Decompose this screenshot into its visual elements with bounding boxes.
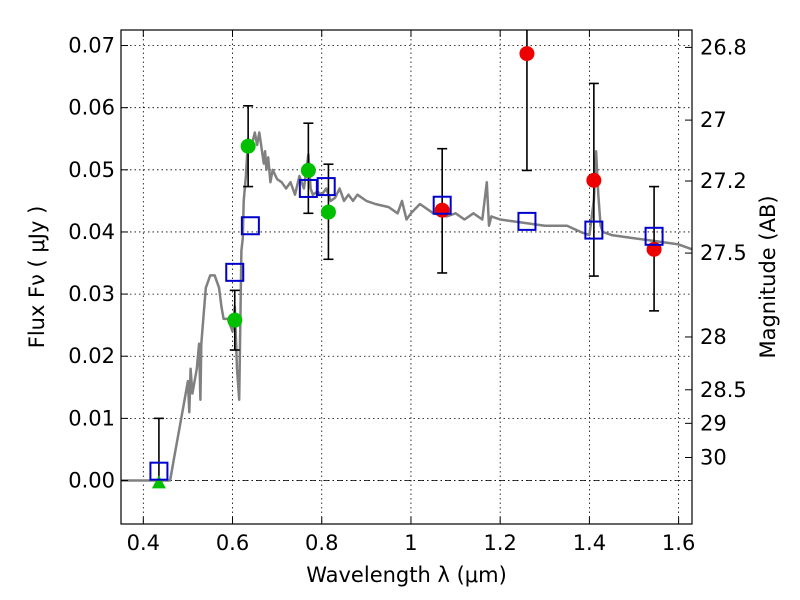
x-tick-label: 1.4	[573, 531, 606, 555]
model-sed-line	[121, 131, 693, 482]
y2-tick-label: 30	[700, 446, 727, 470]
y-tick-label: 0.04	[68, 220, 115, 244]
optical-data-point	[300, 162, 316, 178]
model-layer	[121, 131, 693, 482]
y-tick-label: 0.01	[68, 406, 115, 430]
x-tick-label: 1.6	[662, 531, 695, 555]
x-tick-label: 1.2	[483, 531, 516, 555]
model-photometry-square	[584, 220, 604, 240]
optical-data-point	[240, 138, 256, 154]
y-tick-label: 0.05	[68, 158, 115, 182]
optical-data-point	[227, 312, 243, 328]
points-layer	[149, 30, 664, 489]
plot-frame	[120, 29, 693, 525]
y2-tick-label: 26.8	[700, 35, 747, 59]
nir-data-point	[519, 46, 535, 62]
model-photometry-square	[432, 195, 452, 215]
optical-data-point	[320, 204, 336, 220]
y-axis-label: Flux Fν ( μJy )	[25, 206, 49, 349]
y-tick-label: 0.00	[68, 469, 115, 493]
upper-limit-triangle	[151, 475, 166, 489]
x-tick-label: 0.4	[127, 531, 160, 555]
y2-tick-label: 28.5	[700, 378, 747, 402]
y2-tick-label: 29	[700, 411, 727, 435]
y-tick-label: 0.07	[68, 34, 115, 58]
nir-data-point	[586, 172, 602, 188]
x-tick-label: 1	[404, 531, 417, 555]
x-tick-label: 0.8	[305, 531, 338, 555]
ticks-layer: 0.4 0.6 0.8 1 1.2 1.4 1.6 0.00 0.01 0.02 0.03 0.04 0…	[68, 30, 747, 555]
nir-data-point	[434, 202, 450, 218]
y2-tick-label: 27	[700, 108, 727, 132]
grid-layer	[121, 30, 692, 524]
y2-tick-label: 27.5	[700, 241, 747, 265]
y-tick-label: 0.06	[68, 96, 115, 120]
model-photometry-square	[644, 226, 664, 246]
y2-tick-label: 28	[700, 325, 727, 349]
y-tick-label: 0.02	[68, 344, 115, 368]
model-photometry-square	[316, 177, 336, 197]
model-photometry-square	[240, 216, 260, 236]
model-photometry-square	[517, 211, 537, 231]
y2-tick-label: 27.2	[700, 169, 747, 193]
x-tick-label: 0.6	[216, 531, 249, 555]
model-photometry-square	[149, 461, 169, 481]
y2-axis-label: Magnitude (AB)	[756, 195, 780, 358]
y-tick-label: 0.03	[68, 282, 115, 306]
x-axis-label: Wavelength λ (μm)	[306, 563, 507, 587]
model-photometry-square	[225, 262, 245, 282]
